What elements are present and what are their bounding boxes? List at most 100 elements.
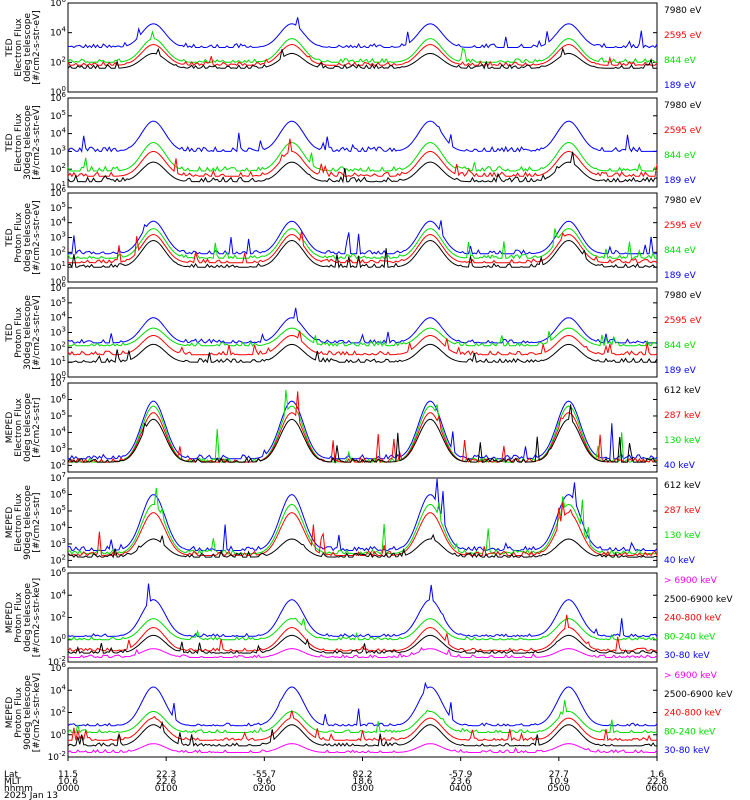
legend-entry: 2500-6900 keV (664, 595, 733, 605)
series-trace (67, 330, 658, 356)
y-tick-label: 10-2 (48, 750, 66, 763)
y-tick-label: 104 (50, 216, 66, 229)
legend-entry: 240-800 keV (664, 614, 722, 624)
series-trace (67, 391, 658, 464)
series-trace (67, 700, 658, 734)
series-trace (67, 46, 658, 70)
series-trace (67, 307, 658, 345)
y-tick-label: 107 (50, 471, 66, 484)
series-trace (67, 17, 658, 49)
y-axis-label: MEPED (5, 697, 15, 729)
legend-entry: 130 keV (664, 531, 701, 541)
y-tick-label: 105 (50, 296, 66, 309)
footer-value: 23.6 (451, 777, 471, 787)
y-tick-label: 10-2 (48, 655, 66, 668)
y-axis-label: TED (5, 38, 15, 57)
footer-value: 10.6 (58, 777, 78, 787)
y-axis-label: 30deg telescope (23, 295, 33, 370)
series-trace (68, 220, 657, 255)
y-tick-label: 103 (50, 442, 66, 455)
series-trace (67, 583, 658, 638)
legend-entry: 2500-6900 keV (664, 690, 733, 700)
footer-value: 82.2 (352, 770, 372, 780)
panel-3-frame (67, 192, 658, 283)
y-tick-label: 105 (50, 109, 66, 122)
legend-entry: > 6900 keV (664, 576, 718, 586)
legend-entry: 80-240 keV (664, 632, 716, 642)
y-tick-label: 100 (50, 85, 66, 98)
y-tick-label: 104 (50, 26, 66, 39)
y-axis-label: 90deg telescope (23, 485, 33, 560)
series-trace (68, 230, 658, 264)
legend-entry: 7980 eV (664, 6, 702, 16)
y-axis-label: MEPED (5, 412, 15, 444)
y-axis-label: [#/cm2-s-str-keV] (32, 578, 42, 657)
y-tick-label: 106 (50, 661, 66, 674)
footer-value: 0100 (155, 784, 178, 794)
y-tick-label: 105 (50, 201, 66, 214)
y-axis-label: [#/cm2-s-str-eV] (32, 200, 42, 275)
y-axis-label: 90deg telescope (23, 675, 33, 750)
series-trace (68, 327, 658, 347)
y-tick-label: 100 (50, 633, 66, 646)
legend-entry: 7980 eV (664, 291, 702, 301)
y-tick-label: 106 (50, 392, 66, 405)
series-trace (67, 30, 657, 64)
footer-value: -57.9 (449, 770, 473, 780)
footer-value: 0200 (253, 784, 276, 794)
series-trace (67, 647, 658, 659)
y-tick-label: 106 (50, 566, 66, 579)
y-tick-label: 104 (50, 425, 66, 438)
legend-entry: 844 eV (664, 56, 697, 66)
series-trace (67, 681, 658, 727)
y-axis-label: 0deg telescope (23, 13, 33, 83)
y-tick-label: 105 (50, 504, 66, 517)
series-trace (67, 120, 658, 153)
y-axis-label: TED (5, 228, 15, 247)
legend-entry: 40 keV (664, 556, 696, 566)
y-tick-label: 102 (50, 458, 66, 471)
y-axis-label: Electron Flux (14, 18, 24, 77)
series-trace (67, 228, 657, 260)
y-tick-label: 106 (50, 0, 66, 9)
legend-entry: 2595 eV (664, 31, 702, 41)
y-tick-label: 103 (50, 326, 66, 339)
legend-entry: 80-240 keV (664, 727, 716, 737)
y-axis-label: Proton Flux (14, 307, 24, 358)
series-trace (67, 487, 657, 555)
legend-entry: 844 eV (664, 151, 697, 161)
y-axis-label: 30deg telescope (23, 105, 33, 180)
footer-value: 22.6 (156, 777, 176, 787)
y-axis-label: Proton Flux (14, 687, 24, 738)
legend-entry: 30-80 keV (664, 746, 710, 756)
legend-entry: 2595 eV (664, 221, 702, 231)
footer-value: -55.7 (253, 770, 276, 780)
legend-entry: 30-80 keV (664, 651, 710, 661)
footer-value: 22.3 (156, 770, 176, 780)
y-tick-label: 102 (50, 340, 66, 353)
legend-entry: 189 eV (664, 81, 697, 91)
footer-value: 10.9 (549, 777, 569, 787)
y-tick-label: 106 (50, 186, 66, 199)
y-tick-label: 100 (50, 275, 66, 288)
y-tick-label: 105 (50, 409, 66, 422)
legend-entry: 189 eV (664, 176, 697, 186)
footer-value: 18.6 (352, 777, 372, 787)
y-tick-label: 103 (50, 231, 66, 244)
y-tick-label: 104 (50, 683, 66, 696)
footer-value: 0600 (646, 784, 669, 794)
y-axis-label: Electron Flux (14, 398, 24, 457)
legend-entry: 844 eV (664, 341, 697, 351)
y-tick-label: 102 (50, 245, 66, 258)
y-axis-label: 0deg telescope (23, 203, 33, 273)
y-tick-label: 106 (50, 281, 66, 294)
y-axis-label: [#/cm2-s-str] (32, 397, 42, 457)
y-axis-label: 0deg telescope (23, 393, 33, 463)
y-tick-label: 101 (50, 180, 66, 193)
y-tick-label: 106 (50, 487, 66, 500)
series-trace (67, 720, 657, 747)
legend-entry: 189 eV (664, 271, 697, 281)
y-tick-label: 100 (50, 728, 66, 741)
y-tick-label: 101 (50, 260, 66, 273)
y-axis-label: MEPED (5, 602, 15, 634)
